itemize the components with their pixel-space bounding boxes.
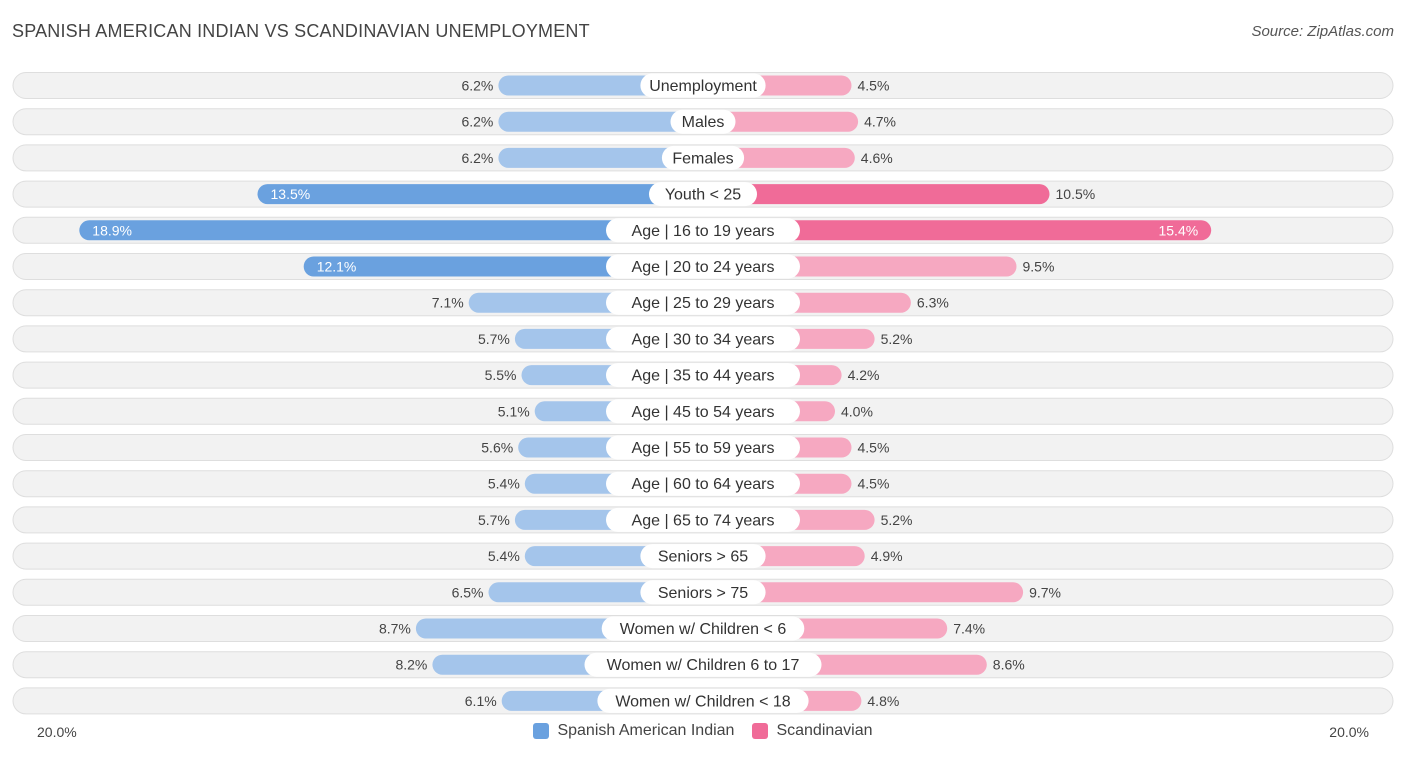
legend-label-spanish-american-indian: Spanish American Indian [557, 722, 735, 739]
category-label: Age | 30 to 34 years [632, 331, 775, 348]
category-label-background [606, 218, 800, 243]
category-label-background [606, 254, 800, 279]
legend-swatch-scandinavian [752, 723, 769, 739]
category-label: Age | 35 to 44 years [632, 368, 775, 385]
value-label-scandinavian: 4.5% [858, 78, 890, 94]
category-label: Youth < 25 [665, 187, 741, 204]
value-label-scandinavian: 4.9% [871, 548, 903, 564]
category-label: Males [682, 114, 725, 131]
category-label-background [640, 580, 766, 605]
category-label-background [606, 471, 800, 496]
chart-title: SPANISH AMERICAN INDIAN VS SCANDINAVIAN … [12, 21, 590, 41]
value-label-spanish-american-indian: 13.5% [271, 186, 311, 202]
category-label-background [584, 652, 822, 677]
value-label-spanish-american-indian: 5.1% [498, 403, 530, 419]
category-label: Females [672, 150, 733, 167]
category-label-background [606, 326, 800, 351]
category-label-background [661, 145, 745, 170]
value-label-spanish-american-indian: 12.1% [317, 259, 357, 275]
value-label-spanish-american-indian: 5.5% [485, 367, 517, 383]
axis-max-label: 20.0% [1329, 724, 1369, 740]
value-label-scandinavian: 4.7% [864, 114, 896, 130]
category-label-background [640, 73, 766, 98]
value-label-scandinavian: 6.3% [917, 295, 949, 311]
legend-item-scandinavian[interactable]: Scandinavian [752, 722, 873, 740]
value-label-spanish-american-indian: 5.7% [478, 331, 510, 347]
value-label-scandinavian: 4.0% [841, 403, 873, 419]
value-label-spanish-american-indian: 8.7% [379, 621, 411, 637]
category-label: Age | 25 to 29 years [632, 295, 775, 312]
category-label-background [606, 363, 800, 388]
value-label-scandinavian: 4.8% [867, 693, 899, 709]
value-label-spanish-american-indian: 5.6% [481, 440, 513, 456]
value-label-spanish-american-indian: 6.2% [461, 78, 493, 94]
value-label-spanish-american-indian: 6.2% [461, 150, 493, 166]
bar-spanish-american-indian [257, 184, 703, 205]
category-label: Age | 65 to 74 years [632, 512, 775, 529]
category-label-background [606, 399, 800, 424]
category-label: Age | 20 to 24 years [632, 259, 775, 276]
value-label-scandinavian: 4.6% [861, 150, 893, 166]
bar-scandinavian [703, 184, 1050, 205]
bar-scandinavian [703, 111, 859, 132]
legend-item-spanish-american-indian[interactable]: Spanish American Indian [533, 722, 734, 740]
category-label: Women w/ Children 6 to 17 [607, 657, 800, 674]
value-label-scandinavian: 9.5% [1023, 259, 1055, 275]
bar-spanish-american-indian [498, 147, 703, 168]
value-label-spanish-american-indian: 6.5% [452, 584, 484, 600]
category-label: Age | 60 to 64 years [632, 476, 775, 493]
category-label-background [649, 182, 757, 207]
value-label-scandinavian: 9.7% [1029, 584, 1061, 600]
value-label-scandinavian: 5.2% [881, 512, 913, 528]
value-label-scandinavian: 4.5% [858, 440, 890, 456]
category-label: Seniors > 75 [658, 585, 748, 602]
value-label-scandinavian: 7.4% [953, 621, 985, 637]
category-label-background [601, 616, 805, 641]
category-label: Seniors > 65 [658, 549, 748, 566]
legend: Spanish American Indian Scandinavian [0, 722, 1406, 740]
category-label: Women w/ Children < 18 [615, 693, 790, 710]
legend-swatch-spanish-american-indian [533, 723, 550, 739]
value-label-spanish-american-indian: 5.4% [488, 476, 520, 492]
category-label-background [597, 688, 809, 713]
legend-label-scandinavian: Scandinavian [776, 722, 873, 739]
value-label-spanish-american-indian: 6.2% [461, 114, 493, 130]
bar-spanish-american-indian [79, 220, 704, 241]
value-label-scandinavian: 8.6% [993, 657, 1025, 673]
source-label: Source: ZipAtlas.com [1251, 23, 1394, 40]
category-label-background [640, 544, 766, 569]
category-label: Age | 45 to 54 years [632, 404, 775, 421]
value-label-spanish-american-indian: 8.2% [395, 657, 427, 673]
category-label-background [606, 290, 800, 315]
category-label-background [606, 507, 800, 532]
category-label-background [606, 435, 800, 460]
category-label-background [670, 109, 736, 134]
value-label-scandinavian: 15.4% [1158, 222, 1198, 238]
value-label-spanish-american-indian: 5.4% [488, 548, 520, 564]
category-label: Age | 55 to 59 years [632, 440, 775, 457]
bar-scandinavian [703, 220, 1212, 241]
value-label-scandinavian: 4.5% [858, 476, 890, 492]
category-label: Women w/ Children < 6 [620, 621, 787, 638]
bar-spanish-american-indian [498, 111, 703, 132]
value-label-spanish-american-indian: 5.7% [478, 512, 510, 528]
value-label-scandinavian: 5.2% [881, 331, 913, 347]
bar-scandinavian [703, 582, 1024, 603]
value-label-spanish-american-indian: 7.1% [432, 295, 464, 311]
value-label-scandinavian: 4.2% [848, 367, 880, 383]
category-label: Age | 16 to 19 years [632, 223, 775, 240]
value-label-spanish-american-indian: 6.1% [465, 693, 497, 709]
category-label: Unemployment [649, 78, 757, 95]
axis-min-label: 20.0% [37, 724, 77, 740]
value-label-scandinavian: 10.5% [1056, 186, 1096, 202]
value-label-spanish-american-indian: 18.9% [92, 222, 132, 238]
bar-spanish-american-indian [303, 256, 703, 277]
